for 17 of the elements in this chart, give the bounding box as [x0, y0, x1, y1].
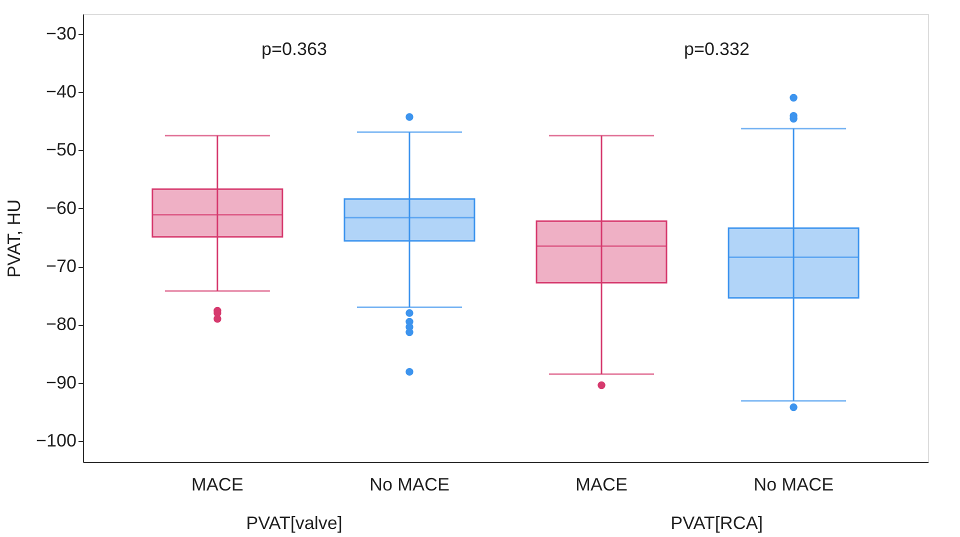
y-axis-title: PVAT, HU	[4, 199, 24, 278]
y-tick-label: −30	[46, 23, 76, 44]
annotation: p=0.332	[684, 39, 750, 59]
text: PVAT[valve]	[246, 513, 342, 533]
y-tick-label: −50	[46, 140, 76, 160]
text: PVAT[RCA]	[670, 513, 763, 533]
x-tick-label: No MACE	[754, 474, 834, 494]
y-tick-label: −80	[46, 314, 76, 334]
y-tick-label: −40	[46, 81, 76, 102]
y-tick-label: −90	[46, 372, 76, 392]
y-tick-label: −60	[46, 198, 76, 218]
x-tick-label: No MACE	[369, 474, 450, 494]
y-tick-label: −70	[46, 256, 76, 276]
x-tick-label: MACE	[576, 474, 628, 494]
y-tick-label: −100	[36, 430, 76, 451]
annotation: p=0.363	[261, 39, 328, 59]
x-tick-label: MACE	[191, 474, 244, 494]
